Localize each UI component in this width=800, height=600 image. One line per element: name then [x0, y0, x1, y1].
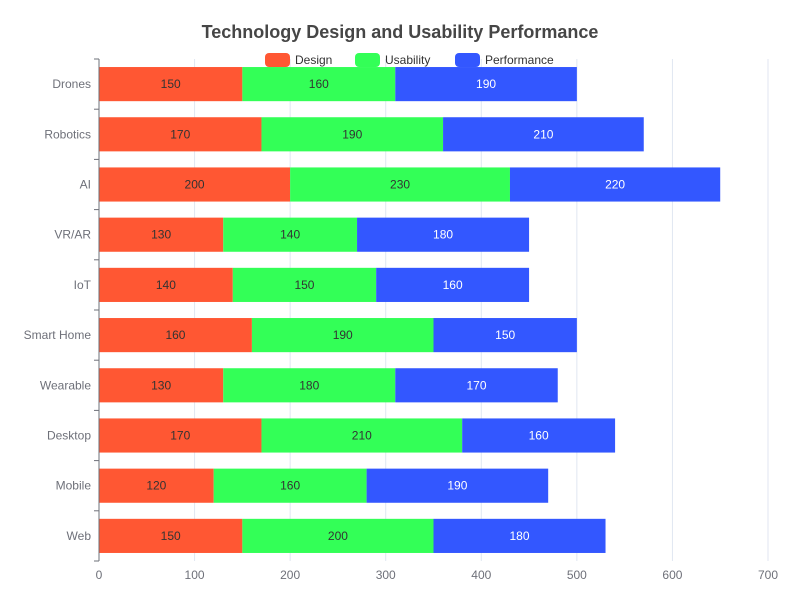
bar-usability-segment[interactable]	[213, 468, 367, 503]
bar-performance-segment[interactable]	[366, 468, 549, 503]
bar-value-label: 160	[165, 328, 185, 342]
bar-performance-segment[interactable]	[433, 318, 577, 353]
bar-value-label: 140	[156, 278, 176, 292]
x-tick-label: 700	[758, 568, 778, 582]
chart-title: Technology Design and Usability Performa…	[202, 22, 599, 42]
bar-value-label: 180	[299, 378, 319, 392]
legend[interactable]: Design Usability Performance	[265, 53, 554, 67]
bar-value-label: 200	[185, 178, 205, 192]
legend-swatch	[265, 53, 290, 67]
bar-design-segment[interactable]	[99, 368, 224, 403]
legend-item-performance[interactable]: Performance	[455, 53, 554, 67]
bar-design-segment[interactable]	[99, 418, 262, 453]
bar-value-label: 180	[433, 228, 453, 242]
legend-item-design[interactable]: Design	[265, 53, 332, 67]
bar-performance-segment[interactable]	[462, 418, 616, 453]
bar-design-segment[interactable]	[99, 117, 262, 152]
x-tick-label: 0	[96, 568, 103, 582]
bar-design-segment[interactable]	[99, 67, 243, 102]
bar-usability-segment[interactable]	[223, 368, 396, 403]
x-tick-label: 500	[567, 568, 587, 582]
bar-value-label: 170	[466, 378, 486, 392]
bar-design-segment[interactable]	[99, 518, 243, 553]
bar-value-label: 150	[495, 328, 515, 342]
bar-value-label: 210	[533, 127, 553, 141]
bar-usability-segment[interactable]	[290, 167, 510, 202]
bar-design-segment[interactable]	[99, 267, 233, 302]
bar-value-label: 190	[342, 127, 362, 141]
bar-value-label: 160	[309, 77, 329, 91]
x-tick-label: 300	[376, 568, 396, 582]
axes: 0 100 200 300 400 500 600 700 Web Mobile Desktop We…	[24, 58, 778, 582]
bar-value-label: 190	[333, 328, 353, 342]
y-category-label: Drones	[52, 77, 91, 91]
y-category-label: IoT	[74, 278, 92, 292]
bar-performance-segment[interactable]	[443, 117, 644, 152]
bar-value-label: 130	[151, 228, 171, 242]
legend-item-usability[interactable]: Usability	[355, 53, 430, 67]
bar-usability-segment[interactable]	[261, 418, 463, 453]
legend-swatch	[355, 53, 380, 67]
bar-usability-segment[interactable]	[223, 217, 358, 252]
bar-usability-segment[interactable]	[261, 117, 444, 152]
bar-value-label: 150	[161, 77, 181, 91]
bar-usability-segment[interactable]	[242, 67, 396, 102]
x-tick-label: 100	[185, 568, 205, 582]
y-category-label: Wearable	[40, 378, 91, 392]
legend-label: Design	[295, 53, 332, 67]
x-tick-label: 600	[662, 568, 682, 582]
bar-value-label: 180	[509, 529, 529, 543]
bar-value-label: 160	[280, 479, 300, 493]
bar-value-label: 140	[280, 228, 300, 242]
bar-value-label: 190	[476, 77, 496, 91]
bar-usability-segment[interactable]	[251, 318, 434, 353]
bar-value-label: 200	[328, 529, 348, 543]
x-tick-label: 400	[471, 568, 491, 582]
bar-design-segment[interactable]	[99, 468, 214, 503]
bar-value-label: 190	[447, 479, 467, 493]
y-category-label: Desktop	[47, 429, 91, 443]
bars: 150 200 180 120 160 190 170 210 160 130 180 170 160 1…	[99, 67, 721, 553]
bar-performance-segment[interactable]	[395, 67, 577, 102]
bar-usability-segment[interactable]	[232, 267, 377, 302]
bar-value-label: 160	[529, 429, 549, 443]
bar-performance-segment[interactable]	[376, 267, 530, 302]
bar-value-label: 130	[151, 378, 171, 392]
y-category-label: AI	[80, 178, 91, 192]
bar-design-segment[interactable]	[99, 217, 224, 252]
y-category-label: Robotics	[44, 127, 91, 141]
legend-label: Performance	[485, 53, 554, 67]
y-category-label: VR/AR	[54, 228, 91, 242]
bar-value-label: 170	[170, 127, 190, 141]
bar-value-label: 220	[605, 178, 625, 192]
legend-label: Usability	[385, 53, 430, 67]
y-category-label: Smart Home	[24, 328, 92, 342]
bar-design-segment[interactable]	[99, 318, 252, 353]
legend-swatch	[455, 53, 480, 67]
bar-design-segment[interactable]	[99, 167, 291, 202]
bar-usability-segment[interactable]	[242, 518, 434, 553]
bar-performance-segment[interactable]	[433, 518, 606, 553]
bar-performance-segment[interactable]	[509, 167, 721, 202]
bar-value-label: 120	[146, 479, 166, 493]
bar-value-label: 210	[352, 429, 372, 443]
bar-value-label: 150	[161, 529, 181, 543]
bar-value-label: 170	[170, 429, 190, 443]
bar-value-label: 150	[294, 278, 314, 292]
bar-performance-segment[interactable]	[357, 217, 530, 252]
bar-performance-segment[interactable]	[395, 368, 558, 403]
y-category-label: Mobile	[56, 479, 92, 493]
bar-value-label: 160	[443, 278, 463, 292]
y-category-label: Web	[67, 529, 92, 543]
bar-value-label: 230	[390, 178, 410, 192]
x-tick-label: 200	[280, 568, 300, 582]
